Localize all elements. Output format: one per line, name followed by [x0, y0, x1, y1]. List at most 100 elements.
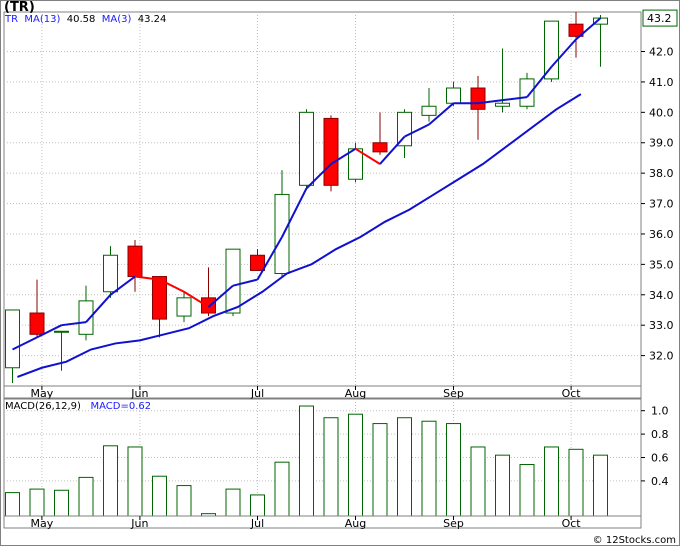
ma3-line-segment: [379, 135, 406, 165]
candle-body: [29, 312, 45, 335]
macd-bar: [568, 448, 584, 517]
macd-y-tick-label: 0.4: [651, 475, 669, 488]
candle: [544, 20, 559, 82]
candle-body: [274, 193, 290, 274]
price-y-tick-label: 38.0: [649, 167, 674, 180]
candle-body: [103, 254, 118, 293]
candle: [54, 330, 69, 371]
last-price-tag: 43.2: [647, 12, 672, 25]
macd-x-tick-label: Sep: [443, 517, 464, 530]
macd-bar: [397, 417, 412, 517]
price-y-tick-label: 35.0: [649, 258, 674, 271]
macd-bar: [519, 464, 535, 517]
price-y-tick-label: 32.0: [649, 350, 674, 363]
candle: [568, 12, 584, 58]
price-x-tick-label: Jul: [250, 387, 264, 400]
macd-bar: [152, 475, 167, 517]
candle-body: [446, 87, 461, 104]
price-y-tick-label: 41.0: [649, 76, 674, 89]
ma3-line-segment: [36, 324, 62, 339]
price-y-tick-label: 36.0: [649, 228, 674, 241]
legend-ma13-value: 40.58: [66, 14, 96, 25]
candle-body: [348, 148, 363, 180]
macd-bar: [5, 492, 20, 517]
candle-body: [201, 297, 216, 314]
price-y-tick-label: 37.0: [649, 198, 674, 211]
macd-legend-label: MACD(26,12,9): [5, 401, 81, 412]
candle: [250, 249, 265, 271]
candle: [176, 291, 192, 323]
macd-bar: [299, 405, 314, 517]
candle-body: [495, 102, 510, 107]
price-y-tick-label: 33.0: [649, 319, 674, 332]
candle-body: [421, 105, 437, 116]
candle-body: [5, 309, 20, 369]
price-y-tick-label: 34.0: [649, 289, 674, 302]
ma3-line-segment: [85, 294, 112, 323]
candle: [274, 170, 290, 277]
macd-bar: [103, 445, 118, 517]
candle: [152, 276, 167, 338]
candle-body: [78, 300, 94, 335]
candle-body: [323, 117, 339, 186]
macd-bar: [78, 476, 94, 517]
candle-body: [299, 111, 314, 186]
candle: [372, 112, 388, 155]
candle: [495, 48, 510, 113]
macd-bar: [421, 420, 437, 517]
candle: [519, 72, 535, 110]
price-legend: TR MA(13) 40.58 MA(3) 43.24: [5, 14, 166, 25]
macd-bar: [470, 446, 486, 517]
ma13-line: [17, 93, 582, 378]
price-y-tick-label: 42.0: [649, 46, 674, 59]
candle-body: [176, 297, 192, 317]
candle-body: [372, 142, 388, 153]
macd-bar: [127, 446, 143, 517]
ma3-line-segment: [404, 123, 430, 138]
macd-x-axis-band: [3, 515, 642, 529]
candle: [201, 267, 216, 317]
legend-ma13-label: MA(13): [24, 14, 61, 25]
legend-ma3-value: 43.24: [137, 14, 167, 25]
price-x-tick-label: Jun: [130, 387, 148, 400]
candle: [5, 309, 20, 383]
price-x-tick-label: May: [31, 387, 54, 400]
macd-x-tick-label: Jun: [130, 517, 148, 530]
ma3-line-segment: [12, 336, 38, 351]
legend-symbol: TR: [5, 14, 19, 25]
candle: [348, 142, 363, 183]
macd-bar: [446, 423, 461, 517]
ma3-line-segment: [502, 96, 528, 102]
macd-bar: [225, 488, 241, 517]
ma3-line-segment: [281, 187, 308, 238]
last-price-tag-box: [642, 9, 678, 27]
candle: [78, 285, 94, 341]
candle-body: [127, 245, 143, 278]
ma3-line-segment-down: [354, 147, 381, 165]
macd-bar: [348, 413, 363, 517]
candle: [397, 109, 412, 158]
price-pane: [3, 11, 642, 387]
candle-body: [470, 87, 486, 110]
ma3-line-segment: [232, 278, 258, 287]
candle: [446, 81, 461, 107]
footer-credit: © 12Stocks.com: [592, 535, 676, 546]
macd-bar: [250, 494, 265, 517]
macd-bar: [274, 461, 290, 517]
price-y-tick-label: 39.0: [649, 137, 674, 150]
macd-x-tick-label: Oct: [562, 517, 582, 530]
macd-bar: [323, 417, 339, 517]
macd-x-tick-label: Aug: [345, 517, 366, 530]
macd-legend-value: MACD=0.62: [90, 401, 152, 412]
candle-body: [519, 78, 535, 107]
candle: [103, 246, 118, 298]
ma3-line-segment: [526, 66, 553, 98]
ma3-line-segment: [305, 163, 332, 190]
price-x-tick-label: Aug: [345, 387, 366, 400]
price-x-tick-label: Oct: [562, 387, 582, 400]
ma3-line-segment: [477, 99, 503, 105]
price-x-tick-label: Sep: [443, 387, 464, 400]
ma3-line-segment: [256, 236, 283, 281]
